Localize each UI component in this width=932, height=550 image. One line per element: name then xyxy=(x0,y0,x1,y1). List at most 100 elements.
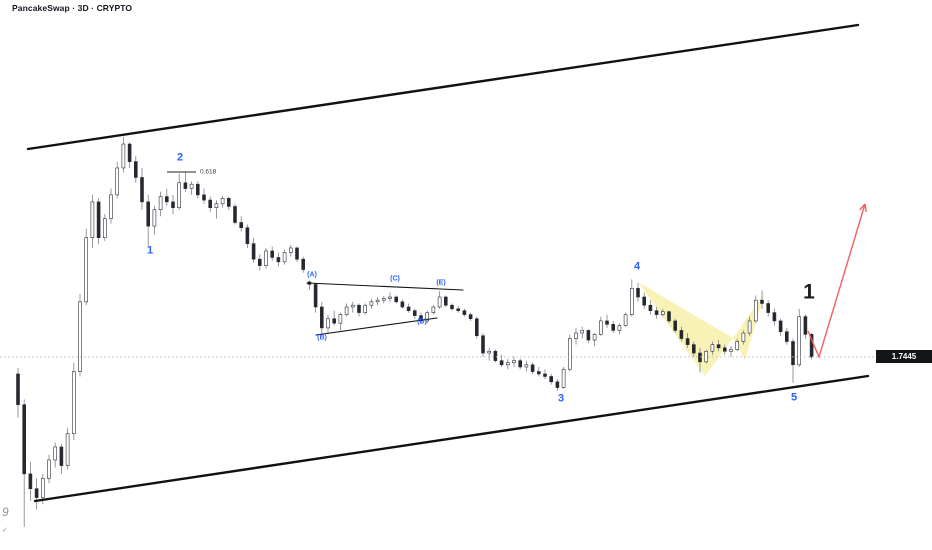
candle-body[interactable] xyxy=(121,143,126,169)
candle-body[interactable] xyxy=(264,250,268,266)
price-axis[interactable]: 320.0000240.0000180.0000140.0000105.0000… xyxy=(877,0,932,528)
candle-body[interactable] xyxy=(524,364,529,368)
candle-body[interactable] xyxy=(388,296,392,299)
subwave-label-a[interactable]: (A) xyxy=(307,271,317,279)
candle-body[interactable] xyxy=(295,247,299,260)
subwave-label-e[interactable]: (E) xyxy=(436,279,446,287)
candle-body[interactable] xyxy=(443,296,448,306)
candle-body[interactable] xyxy=(419,315,423,322)
candle-body[interactable] xyxy=(84,237,88,303)
candle-body[interactable] xyxy=(487,350,492,354)
triangle-lower-trendline[interactable] xyxy=(315,317,438,336)
candle-body[interactable] xyxy=(53,446,58,461)
candle-body[interactable] xyxy=(196,183,200,196)
candle-body[interactable] xyxy=(202,194,206,201)
candle-body[interactable] xyxy=(233,206,237,223)
candle-body[interactable] xyxy=(158,196,163,211)
candle-body[interactable] xyxy=(474,318,479,337)
candle-body[interactable] xyxy=(691,344,696,354)
candle-body[interactable] xyxy=(78,301,82,372)
candle-body[interactable] xyxy=(598,320,603,335)
candle-body[interactable] xyxy=(220,198,225,205)
candle-body[interactable] xyxy=(512,360,516,363)
candle-body[interactable] xyxy=(493,350,498,361)
candle-body[interactable] xyxy=(152,209,157,227)
candle-body[interactable] xyxy=(115,167,119,196)
candle-body[interactable] xyxy=(177,182,181,208)
candle-body[interactable] xyxy=(72,371,76,434)
candle-body[interactable] xyxy=(698,352,702,363)
candle-body[interactable] xyxy=(65,433,70,466)
candle-body[interactable] xyxy=(580,330,585,334)
candle-body[interactable] xyxy=(747,320,752,334)
harmonic-pattern-left-triangle[interactable] xyxy=(638,282,733,376)
candle-body[interactable] xyxy=(28,473,33,490)
candle-body[interactable] xyxy=(642,296,647,306)
candle-body[interactable] xyxy=(134,161,138,178)
candle-body[interactable] xyxy=(183,182,188,189)
candle-body[interactable] xyxy=(809,334,814,358)
candle-body[interactable] xyxy=(239,222,243,229)
candle-body[interactable] xyxy=(797,316,802,366)
candle-body[interactable] xyxy=(406,306,411,311)
wave-label-1[interactable]: 1 xyxy=(146,244,154,257)
subwave-label-c[interactable]: (C) xyxy=(390,275,400,283)
candle-body[interactable] xyxy=(803,316,808,335)
candle-body[interactable] xyxy=(741,332,746,342)
candle-body[interactable] xyxy=(350,304,355,308)
candle-body[interactable] xyxy=(617,325,622,331)
candle-body[interactable] xyxy=(338,314,343,324)
candle-body[interactable] xyxy=(716,344,721,349)
candle-body[interactable] xyxy=(567,338,572,370)
projection-arrow[interactable] xyxy=(807,203,866,360)
candle-body[interactable] xyxy=(301,258,306,270)
candle-body[interactable] xyxy=(536,371,541,375)
candle-body[interactable] xyxy=(735,341,740,350)
candle-body[interactable] xyxy=(319,306,324,329)
candle-body[interactable] xyxy=(381,298,386,301)
candle-body[interactable] xyxy=(127,143,132,162)
candle-body[interactable] xyxy=(784,331,789,342)
candle-body[interactable] xyxy=(456,308,461,311)
candle-body[interactable] xyxy=(171,201,175,208)
wave-label-1[interactable]: 1 xyxy=(803,280,815,304)
candle-body[interactable] xyxy=(412,310,417,316)
candle-body[interactable] xyxy=(499,360,504,366)
candle-body[interactable] xyxy=(685,338,690,345)
candle-body[interactable] xyxy=(332,318,337,324)
candle-body[interactable] xyxy=(313,284,318,308)
candle-body[interactable] xyxy=(772,312,777,322)
candle-body[interactable] xyxy=(270,250,275,258)
channel-upper-trendline[interactable] xyxy=(26,23,860,151)
candle-body[interactable] xyxy=(208,199,212,208)
candle-body[interactable] xyxy=(59,446,64,466)
candle-body[interactable] xyxy=(282,252,287,263)
candle-body[interactable] xyxy=(369,301,374,306)
candle-body[interactable] xyxy=(555,381,560,388)
candle-body[interactable] xyxy=(660,311,665,315)
candle-body[interactable] xyxy=(375,299,380,303)
candle-body[interactable] xyxy=(363,304,368,313)
time-axis[interactable]: Nov2021MarMayJulSepNov2022MarMayJulSepNo… xyxy=(0,528,877,550)
candle-body[interactable] xyxy=(592,334,597,341)
wave-label-5[interactable]: 5 xyxy=(790,391,798,404)
candle-body[interactable] xyxy=(679,330,684,339)
candle-body[interactable] xyxy=(245,227,250,244)
candle-body[interactable] xyxy=(40,478,45,498)
channel-lower-trendline[interactable] xyxy=(33,374,870,503)
wave-label-3[interactable]: 3 xyxy=(557,392,565,405)
triangle-upper-trendline[interactable] xyxy=(306,282,464,291)
candle-body[interactable] xyxy=(673,320,678,331)
candle-body[interactable] xyxy=(791,341,795,366)
wave-label-4[interactable]: 4 xyxy=(633,260,641,273)
candle-body[interactable] xyxy=(431,306,436,313)
subwave-label-b[interactable]: (B) xyxy=(317,334,327,342)
candle-body[interactable] xyxy=(189,183,194,189)
candle-body[interactable] xyxy=(561,368,566,388)
candle-body[interactable] xyxy=(165,196,169,203)
candle-body[interactable] xyxy=(760,299,764,304)
candle-body[interactable] xyxy=(437,296,442,308)
candle-body[interactable] xyxy=(227,198,231,207)
candle-body[interactable] xyxy=(729,349,733,352)
